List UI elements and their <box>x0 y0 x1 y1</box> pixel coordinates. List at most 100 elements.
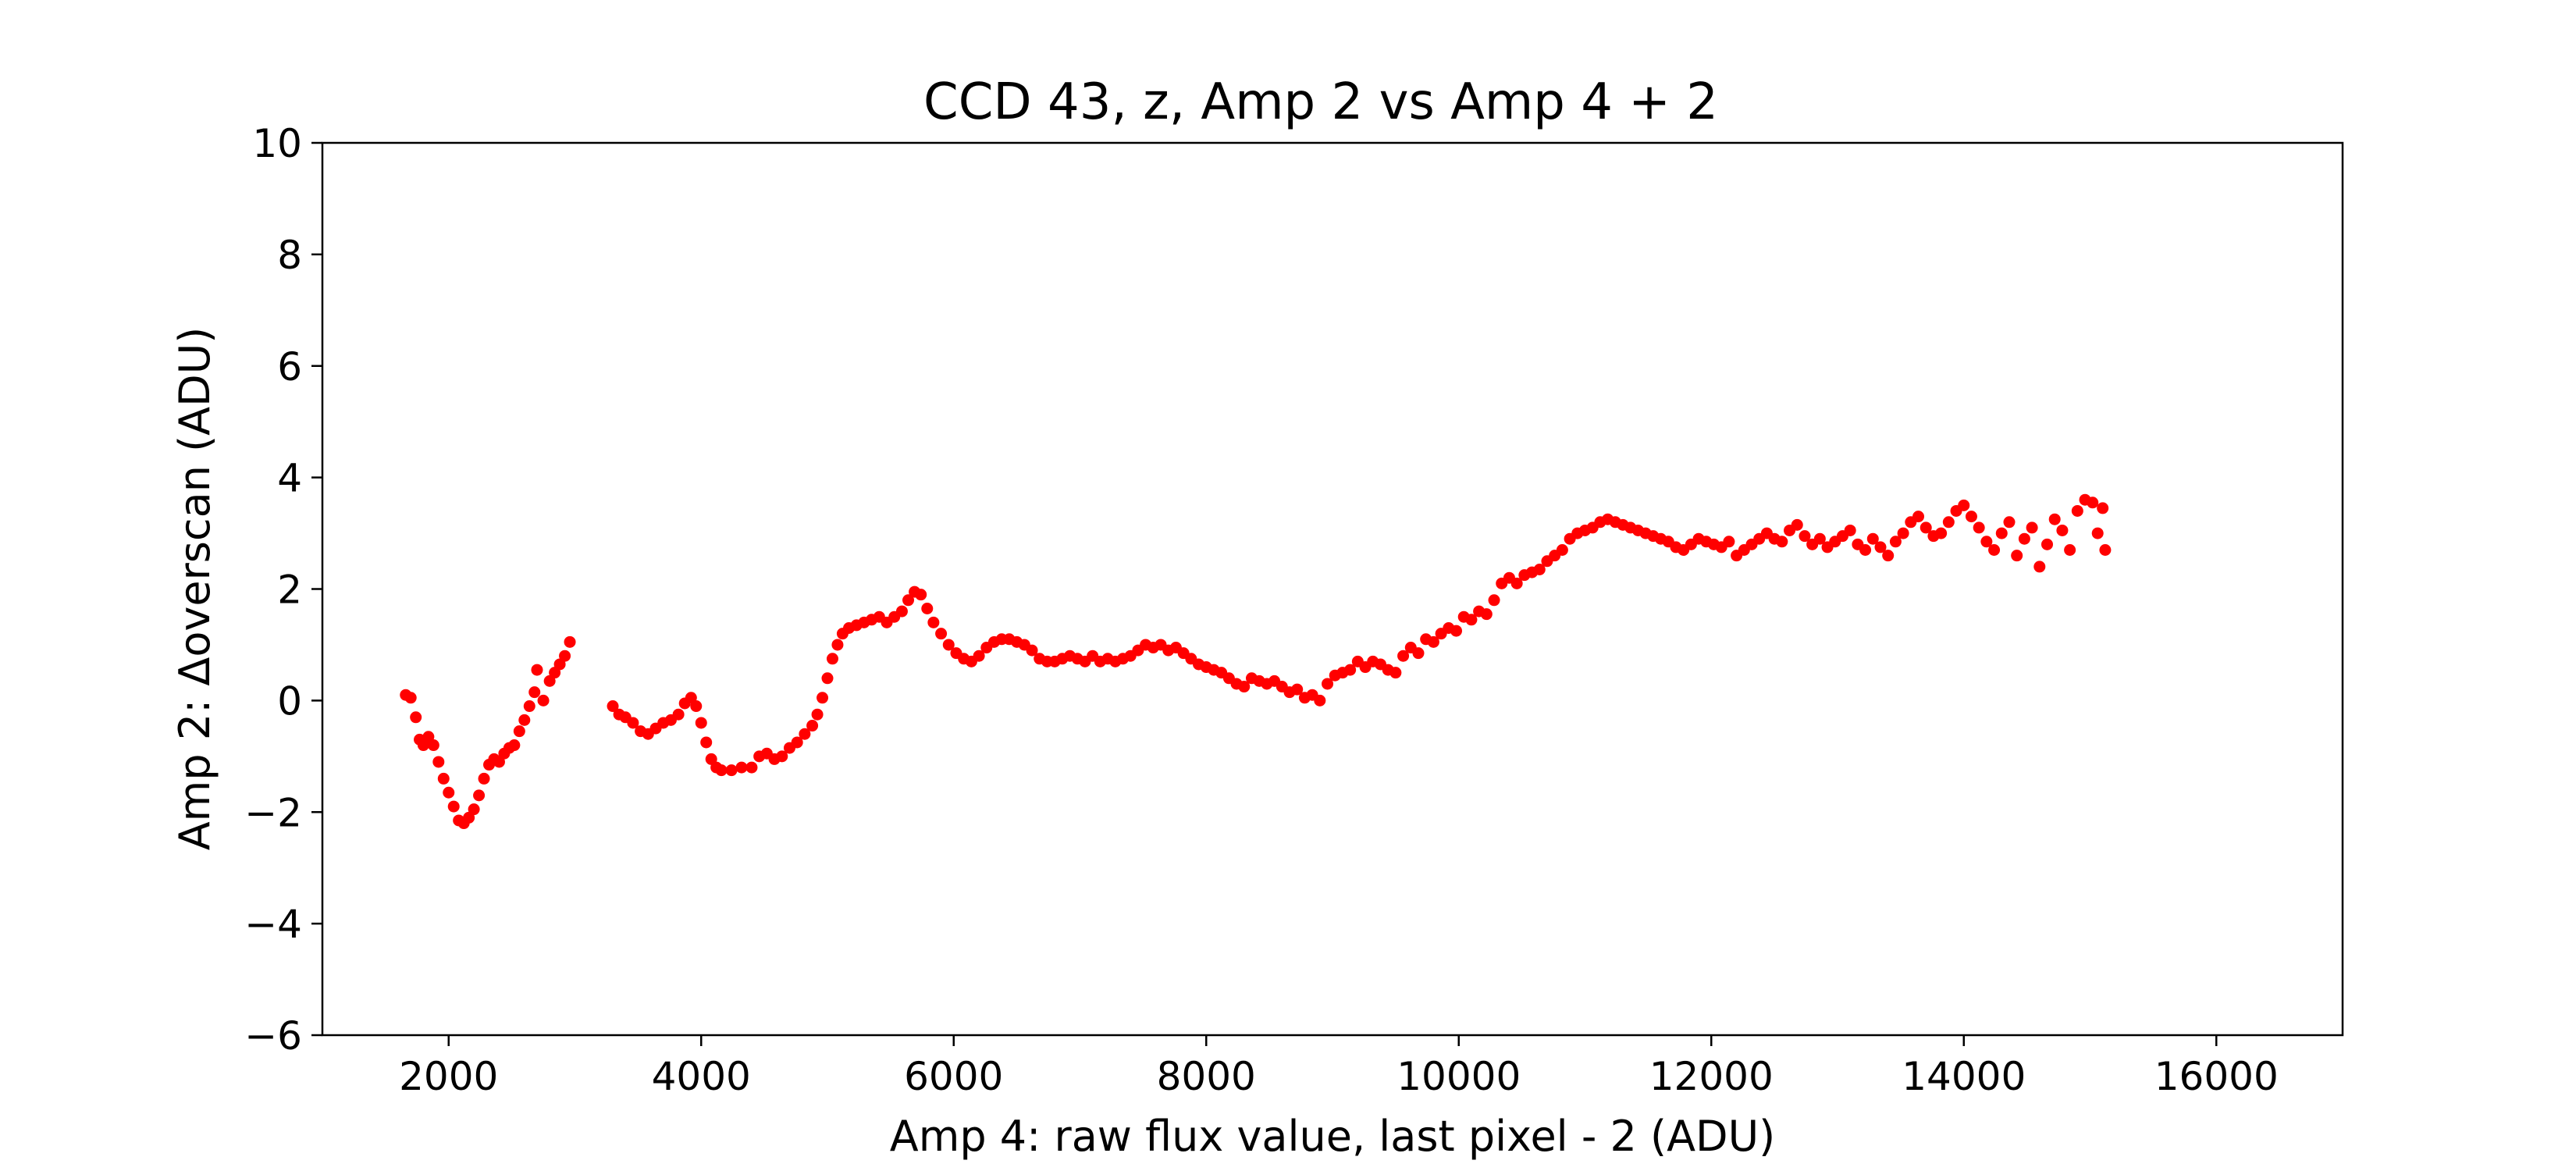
data-point <box>478 772 490 785</box>
data-point <box>745 761 758 774</box>
y-axis-label: Amp 2: Δoverscan (ADU) <box>170 327 219 851</box>
x-tick-label: 12000 <box>1649 1054 1774 1099</box>
data-point <box>1450 625 1463 637</box>
data-point <box>806 720 819 732</box>
x-tick-label: 10000 <box>1397 1054 1521 1099</box>
data-point <box>695 717 707 729</box>
x-tick-label: 8000 <box>1157 1054 1256 1099</box>
data-point <box>672 708 685 721</box>
data-point <box>513 725 525 738</box>
data-point <box>973 650 985 662</box>
data-point <box>2099 543 2112 556</box>
data-point <box>817 692 829 704</box>
data-point <box>1533 563 1546 575</box>
data-point <box>1799 530 1811 543</box>
data-point <box>2041 538 2054 550</box>
data-point <box>821 672 834 685</box>
x-tick-label: 14000 <box>1902 1054 2026 1099</box>
data-point <box>791 736 803 749</box>
data-point <box>1874 541 1887 553</box>
data-point <box>531 664 543 676</box>
data-point <box>1480 608 1493 621</box>
data-point <box>2003 516 2016 529</box>
data-point <box>2048 513 2061 525</box>
data-point <box>564 635 576 648</box>
data-point <box>895 605 908 618</box>
data-point <box>776 750 788 763</box>
data-point <box>627 717 639 729</box>
data-point <box>1866 532 1879 545</box>
data-point <box>915 589 927 601</box>
data-point <box>404 692 417 704</box>
data-point <box>1389 667 1402 679</box>
data-point <box>1935 527 1948 539</box>
data-point <box>1942 516 1955 529</box>
data-point <box>1344 664 1357 676</box>
data-point <box>725 764 738 777</box>
data-point <box>1397 650 1410 662</box>
data-point <box>1322 678 1334 690</box>
data-point <box>1238 681 1251 693</box>
y-tick-label: −6 <box>244 1013 302 1059</box>
x-tick-label: 2000 <box>399 1054 498 1099</box>
data-point <box>1973 521 1985 534</box>
data-point <box>902 594 915 607</box>
data-point <box>2091 527 2104 539</box>
data-point <box>2064 543 2076 556</box>
x-tick-label: 6000 <box>904 1054 1003 1099</box>
data-point <box>2011 550 2023 562</box>
data-point <box>942 639 955 651</box>
data-point <box>811 708 824 721</box>
plot-area-frame <box>321 141 2344 1037</box>
data-point <box>715 764 728 777</box>
data-point <box>2018 532 2030 545</box>
data-point <box>1791 518 1803 531</box>
y-tick-label: 6 <box>277 344 302 390</box>
data-point <box>1314 694 1326 707</box>
data-point <box>518 714 531 726</box>
data-point <box>935 628 948 640</box>
data-point <box>1556 543 1568 556</box>
data-point <box>432 756 445 768</box>
data-point <box>1912 511 1925 523</box>
data-point <box>799 728 811 740</box>
data-point <box>2071 504 2083 517</box>
data-point <box>1844 524 1856 536</box>
data-point <box>2026 521 2038 534</box>
data-point <box>831 639 844 651</box>
data-point <box>1291 683 1304 696</box>
data-point <box>1813 532 1826 545</box>
x-axis-label: Amp 4: raw flux value, last pixel - 2 (A… <box>890 1112 1775 1161</box>
y-tick-label: −2 <box>244 790 302 835</box>
data-point <box>927 616 940 628</box>
data-point <box>443 786 455 799</box>
y-tick-label: 8 <box>277 233 302 278</box>
data-point <box>1920 521 1932 534</box>
data-point <box>690 700 703 713</box>
data-point <box>468 803 480 816</box>
data-point <box>1776 536 1788 548</box>
data-point <box>437 772 450 785</box>
x-axis: 2000 4000 6000 8000 10000 12000 14000 16000 <box>399 1035 2279 1099</box>
y-tick-label: 0 <box>277 678 302 724</box>
data-point <box>1889 536 1902 548</box>
data-point <box>607 700 619 713</box>
x-tick-label: 16000 <box>2154 1054 2279 1099</box>
chart-title: CCD 43, z, Amp 2 vs Amp 4 + 2 <box>923 73 1718 131</box>
data-point <box>1412 647 1425 660</box>
y-tick-label: −4 <box>244 902 302 947</box>
data-point <box>700 736 713 749</box>
data-point <box>1897 527 1909 539</box>
data-point <box>2087 497 2099 509</box>
data-point <box>1026 644 1038 657</box>
data-point <box>735 761 748 774</box>
data-point <box>1980 536 1993 548</box>
y-tick-label: 4 <box>277 456 302 501</box>
data-point <box>427 739 439 752</box>
data-point <box>1988 543 2001 556</box>
data-point <box>559 650 571 662</box>
data-point <box>1427 635 1439 648</box>
data-series <box>400 493 2112 830</box>
